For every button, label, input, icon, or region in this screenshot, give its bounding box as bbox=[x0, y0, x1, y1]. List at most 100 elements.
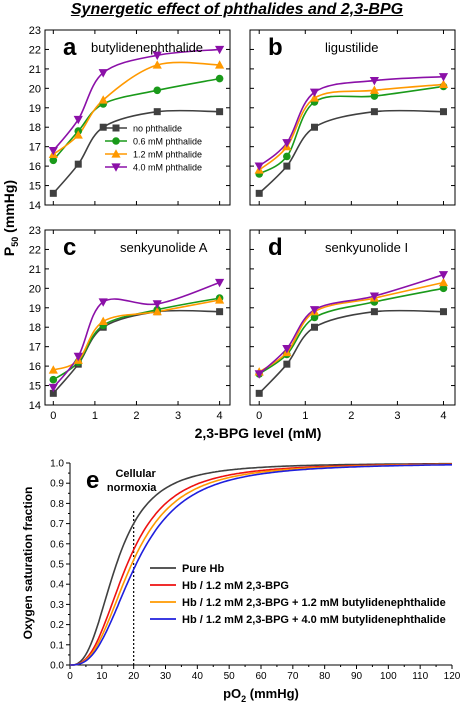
legend-label: 4.0 mM phthalide bbox=[133, 163, 202, 173]
y-tick-label: 22 bbox=[29, 44, 41, 56]
data-point-green bbox=[215, 74, 224, 83]
x-tick-label: 100 bbox=[380, 671, 397, 682]
legend-label: Hb / 1.2 mM 2,3-BPG + 4.0 mM butylidenep… bbox=[182, 614, 446, 626]
data-point-black bbox=[49, 389, 57, 397]
y-tick-label: 0.1 bbox=[50, 640, 64, 651]
y-tick-label: 0.8 bbox=[50, 499, 64, 510]
data-point-orange bbox=[98, 95, 108, 104]
y-tick-label: 15 bbox=[29, 381, 41, 393]
y-tick-label: 15 bbox=[29, 181, 41, 193]
panel-letter: c bbox=[63, 234, 76, 261]
data-point-orange bbox=[215, 295, 225, 304]
legend-label: Hb / 1.2 mM 2,3-BPG + 1.2 mM butylidenep… bbox=[182, 597, 446, 609]
data-point-purple bbox=[98, 69, 108, 78]
y-tick-label: 19 bbox=[29, 103, 41, 115]
data-point-black bbox=[370, 308, 378, 316]
panel-subtitle: butylidenephthalide bbox=[91, 40, 203, 55]
axes-frame bbox=[44, 229, 231, 406]
x-tick-label: 110 bbox=[412, 671, 428, 682]
x-tick-label: 30 bbox=[160, 671, 172, 682]
x-tick-label: 1 bbox=[92, 410, 98, 422]
y-tick-label: 0.3 bbox=[50, 600, 64, 611]
series-line-purple bbox=[258, 273, 444, 375]
data-point-orange bbox=[73, 130, 83, 139]
series-line-black bbox=[258, 109, 444, 194]
data-point-purple bbox=[98, 298, 108, 307]
data-point-orange bbox=[152, 60, 162, 69]
series-line-green bbox=[258, 85, 444, 175]
series-line-black bbox=[52, 309, 220, 394]
x-tick-label: 70 bbox=[287, 671, 299, 682]
data-point-purple bbox=[48, 146, 58, 156]
y-tick-label: 19 bbox=[29, 303, 41, 315]
data-point-purple bbox=[369, 292, 379, 301]
data-point-black bbox=[370, 108, 378, 116]
x-tick-label: 20 bbox=[128, 671, 140, 682]
legend-marker bbox=[112, 124, 120, 132]
data-point-orange bbox=[309, 93, 320, 102]
saturation-curve-red bbox=[70, 463, 452, 666]
y-tick-label: 14 bbox=[29, 400, 41, 412]
data-point-purple bbox=[438, 73, 449, 82]
panel-letter: a bbox=[63, 34, 77, 61]
data-point-black bbox=[216, 108, 224, 116]
data-point-black bbox=[216, 308, 224, 316]
data-point-black bbox=[283, 162, 291, 170]
data-point-orange bbox=[98, 316, 108, 325]
y-tick-label: 18 bbox=[29, 122, 41, 134]
data-point-black bbox=[99, 123, 107, 131]
x-axis-label: pO2 (mmHg) bbox=[223, 686, 299, 704]
annotation-text: Cellular bbox=[115, 468, 156, 480]
y-tick-label: 20 bbox=[29, 83, 41, 95]
x-tick-label: 1 bbox=[302, 410, 308, 422]
y-tick-label: 1.0 bbox=[50, 459, 64, 470]
panel-e: Oxygen saturation fraction pO2 (mmHg) bbox=[21, 462, 453, 704]
x-tick-label: 3 bbox=[394, 410, 400, 422]
series-line-orange bbox=[258, 281, 444, 373]
axes-frame bbox=[44, 29, 231, 206]
data-point-black bbox=[439, 308, 447, 316]
x-tick-label: 50 bbox=[224, 671, 236, 682]
y-tick-label: 17 bbox=[29, 142, 41, 154]
data-point-green bbox=[370, 92, 379, 100]
panel-letter: e bbox=[86, 467, 99, 494]
legend-marker bbox=[111, 149, 121, 158]
data-point-purple bbox=[254, 162, 264, 171]
legend-marker bbox=[112, 137, 120, 145]
data-point-purple bbox=[73, 352, 83, 362]
data-point-green bbox=[153, 86, 162, 95]
y-tick-label: 17 bbox=[29, 342, 41, 354]
y-tick-label: 0.5 bbox=[50, 560, 64, 571]
y-tick-label: 0.7 bbox=[50, 519, 64, 530]
data-point-black bbox=[153, 108, 161, 116]
x-tick-label: 3 bbox=[175, 410, 181, 422]
x-tick-label: 2 bbox=[133, 410, 139, 422]
data-point-green bbox=[310, 313, 319, 322]
axes-frame bbox=[249, 229, 456, 406]
data-point-purple bbox=[282, 139, 292, 148]
y-tick-label: 0.2 bbox=[50, 620, 64, 631]
y-tick-label: 0.6 bbox=[50, 539, 64, 550]
x-tick-label: 90 bbox=[351, 671, 363, 682]
data-point-black bbox=[255, 389, 263, 397]
panel-subtitle: senkyunolide I bbox=[325, 240, 408, 255]
x-tick-label: 10 bbox=[96, 671, 108, 682]
x-tick-label: 4 bbox=[440, 410, 446, 422]
data-point-black bbox=[74, 160, 82, 168]
data-point-black bbox=[310, 123, 318, 131]
data-point-purple bbox=[152, 300, 162, 309]
y-tick-label: 0.0 bbox=[50, 661, 64, 672]
data-point-black bbox=[255, 189, 263, 197]
legend-label: 0.6 mM phthalide bbox=[133, 137, 202, 147]
x-tick-label: 40 bbox=[192, 671, 204, 682]
data-point-purple bbox=[309, 306, 320, 315]
xlabel-main: pO bbox=[223, 686, 241, 701]
y-tick-label: 18 bbox=[29, 322, 41, 334]
legend-label: Pure Hb bbox=[182, 563, 224, 575]
panel-letter: b bbox=[268, 34, 283, 61]
data-point-purple bbox=[152, 51, 162, 61]
y-tick-label: 16 bbox=[29, 361, 41, 373]
axes-frame bbox=[249, 29, 456, 206]
ylabel-unit: (mmHg) bbox=[1, 180, 17, 237]
